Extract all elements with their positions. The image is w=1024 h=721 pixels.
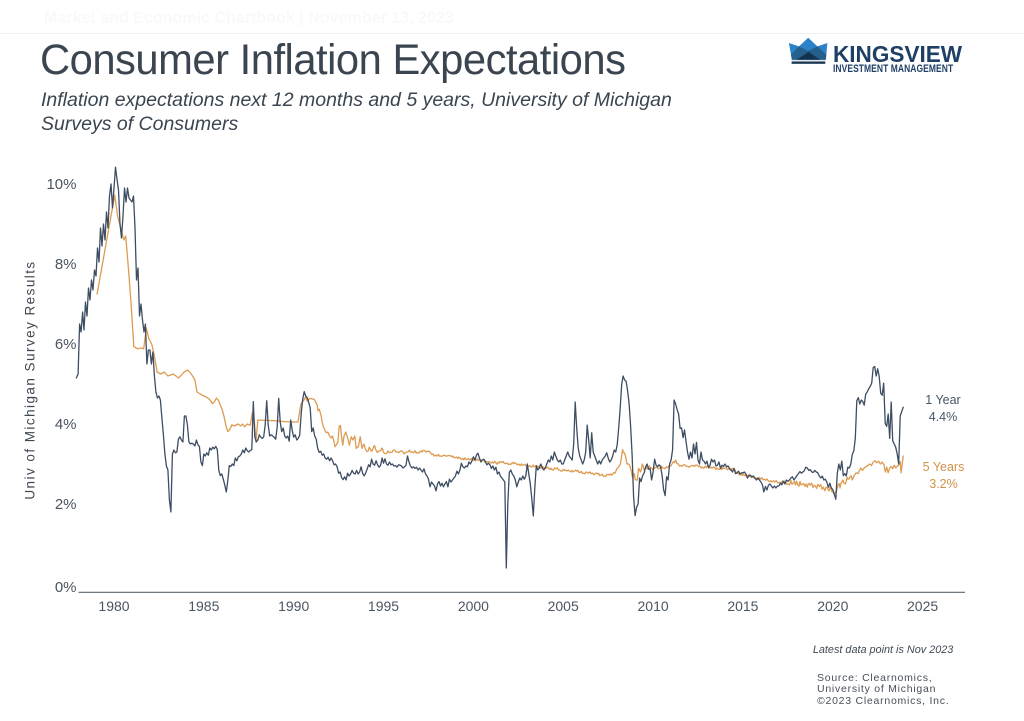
- svg-text:8%: 8%: [55, 256, 77, 273]
- svg-text:2020: 2020: [817, 598, 848, 614]
- svg-text:2005: 2005: [548, 598, 579, 614]
- svg-text:Univ of Michigan Survey Result: Univ of Michigan Survey Results: [23, 260, 38, 499]
- svg-text:2015: 2015: [727, 598, 758, 614]
- svg-text:2%: 2%: [55, 496, 77, 513]
- svg-text:10%: 10%: [46, 176, 76, 193]
- svg-text:1985: 1985: [188, 598, 219, 614]
- svg-text:2025: 2025: [907, 598, 938, 614]
- svg-text:1980: 1980: [98, 598, 129, 614]
- svg-text:2000: 2000: [458, 598, 489, 614]
- svg-text:6%: 6%: [55, 336, 77, 353]
- svg-text:2010: 2010: [638, 598, 669, 614]
- svg-text:1995: 1995: [368, 598, 399, 614]
- svg-text:1990: 1990: [278, 598, 309, 614]
- svg-text:4%: 4%: [55, 416, 77, 433]
- svg-text:0%: 0%: [55, 579, 77, 596]
